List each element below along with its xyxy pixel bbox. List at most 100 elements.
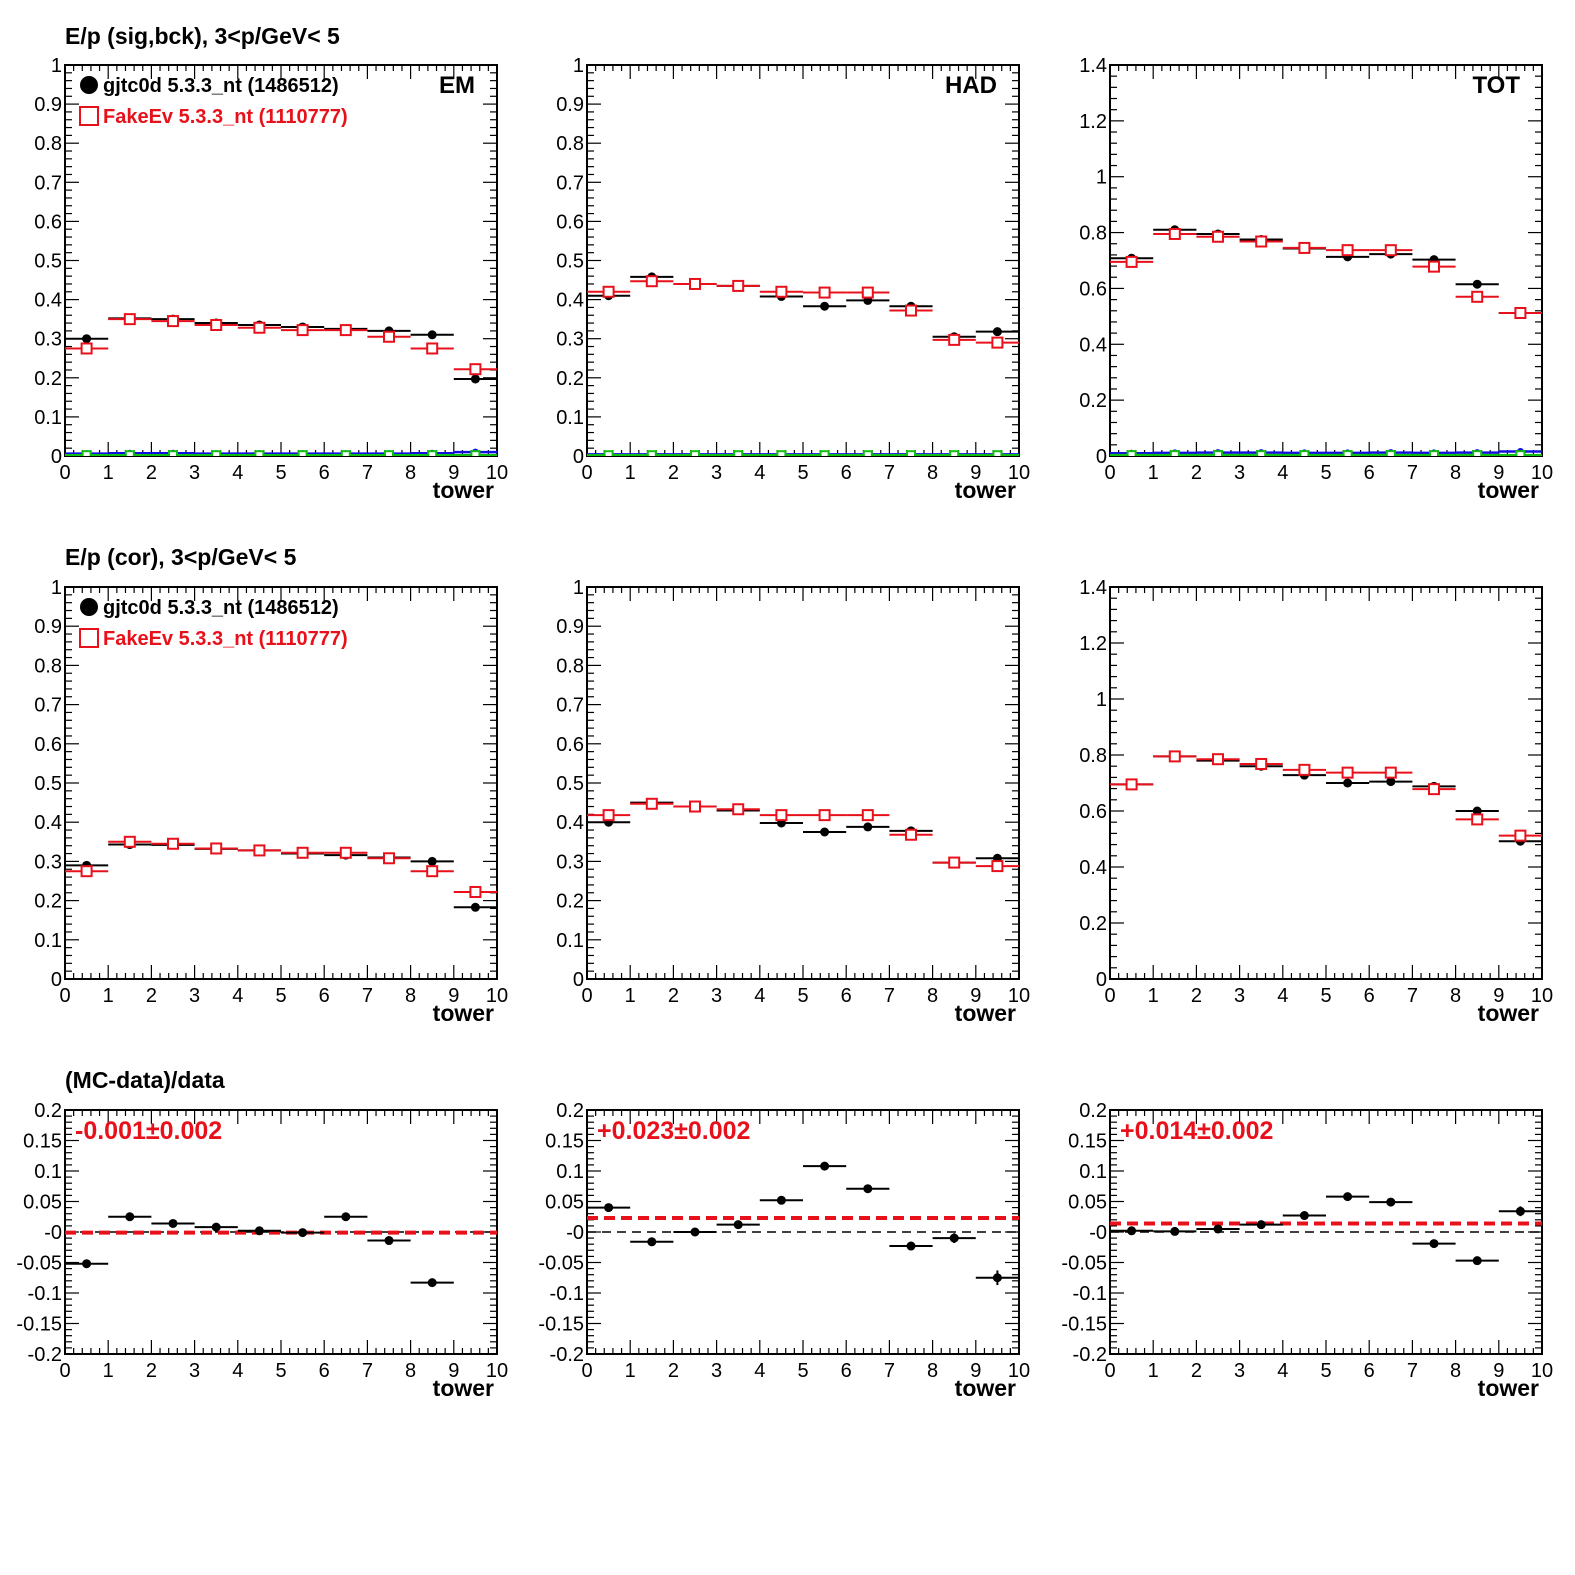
x-tick-label: 5	[1320, 985, 1331, 1007]
plot-area	[65, 835, 497, 912]
series-mc	[65, 835, 497, 898]
y-tick-label: 0.15	[545, 1131, 584, 1153]
data-point	[470, 902, 480, 912]
y-tick-label: 0.4	[34, 290, 62, 312]
x-tick-label: 2	[146, 462, 157, 484]
x-axis-title: tower	[1478, 477, 1539, 503]
y-tick-label: 0.4	[556, 812, 584, 834]
y-tick-label: 0.05	[1068, 1192, 1107, 1214]
x-tick-label: 6	[1364, 985, 1375, 1007]
y-tick-label: -0.15	[16, 1314, 62, 1336]
x-tick-label: 2	[1191, 985, 1202, 1007]
y-tick-label: 0.8	[34, 133, 62, 155]
y-tick-label: 0.3	[556, 329, 584, 351]
aux-point	[906, 450, 916, 456]
mc-point	[426, 865, 439, 878]
y-tick-label: 0.2	[556, 891, 584, 913]
x-tick-label: 10	[1531, 985, 1553, 1007]
x-axis-title: tower	[955, 1000, 1016, 1026]
data-point	[1213, 1224, 1223, 1234]
x-tick-label: 2	[146, 985, 157, 1007]
aux-point	[1429, 450, 1439, 456]
x-tick-label: 5	[1320, 1360, 1331, 1382]
x-tick-label: 1	[625, 985, 636, 1007]
data-point	[1472, 806, 1482, 816]
y-tick-label: 0.6	[34, 734, 62, 756]
x-tick-label: 3	[1234, 985, 1245, 1007]
data-point	[647, 1237, 657, 1247]
series-mc	[65, 313, 497, 376]
x-tick-label: 4	[1277, 985, 1288, 1007]
y-tick-label: 0.2	[1079, 1100, 1107, 1122]
panel-label: HAD	[945, 72, 997, 99]
y-tick-label: -0.05	[16, 1253, 62, 1275]
data-point	[427, 856, 437, 866]
x-tick-label: 6	[1364, 1360, 1375, 1382]
panel-label: TOT	[1472, 72, 1520, 99]
data-point	[254, 1226, 264, 1236]
x-tick-label: 0	[59, 462, 70, 484]
data-point	[776, 1195, 786, 1205]
data-point	[733, 1220, 743, 1230]
data-point	[820, 1161, 830, 1171]
mc-point	[602, 285, 615, 298]
mc-point	[602, 809, 615, 822]
plot-area	[1110, 225, 1542, 456]
mc-point	[905, 304, 917, 317]
data-point	[1386, 777, 1396, 787]
y-tick-label: 0.5	[556, 251, 584, 273]
y-tick-label: 0.6	[34, 211, 62, 233]
mc-point	[296, 324, 309, 337]
series-green	[587, 450, 1019, 456]
y-tick-label: 0.2	[1079, 390, 1107, 412]
x-tick-label: 6	[841, 1360, 852, 1382]
y-tick-label: 0.3	[34, 329, 62, 351]
mc-point	[775, 285, 788, 298]
y-tick-label: 1.2	[1079, 111, 1107, 133]
x-tick-label: 9	[970, 462, 981, 484]
data-point	[1127, 1226, 1137, 1236]
x-tick-label: 8	[1450, 462, 1461, 484]
data-point	[384, 1236, 394, 1246]
x-tick-label: 4	[754, 462, 765, 484]
mc-point	[339, 324, 352, 337]
x-tick-label: 8	[927, 1360, 938, 1382]
mc-point	[1212, 753, 1224, 766]
x-tick-label: 1	[103, 462, 114, 484]
mc-point	[991, 336, 1004, 349]
x-tick-label: 8	[405, 462, 416, 484]
y-tick-label: 0.15	[1068, 1131, 1107, 1153]
series-green	[1110, 450, 1542, 456]
x-axis-title: tower	[433, 477, 494, 503]
y-tick-label: -0	[44, 1222, 62, 1244]
x-tick-label: 6	[1364, 462, 1375, 484]
data-point	[863, 822, 873, 832]
mc-point	[469, 363, 482, 376]
data-point	[1515, 1206, 1525, 1216]
y-tick-label: 1	[1096, 689, 1107, 711]
x-axis-title: tower	[1478, 1375, 1539, 1401]
plot-area	[587, 797, 1019, 873]
aux-point	[384, 450, 394, 456]
y-tick-label: 0.6	[556, 211, 584, 233]
mc-point	[1212, 230, 1224, 243]
x-tick-label: 10	[486, 985, 508, 1007]
x-tick-label: 5	[797, 462, 808, 484]
y-tick-label: 0	[51, 446, 62, 468]
mc-point	[1255, 757, 1268, 770]
mc-point	[1341, 244, 1354, 257]
row-title-ratio: (MC-data)/data	[65, 1067, 225, 1093]
mc-point	[167, 315, 179, 328]
series-data	[1110, 1192, 1542, 1266]
y-tick-label: 0.2	[34, 1100, 62, 1122]
x-tick-label: 3	[1234, 462, 1245, 484]
mc-point	[1341, 766, 1354, 779]
x-tick-label: 5	[275, 985, 286, 1007]
y-tick-label: -0.1	[28, 1283, 62, 1305]
y-tick-label: 0.4	[556, 290, 584, 312]
x-axis-title: tower	[955, 477, 1016, 503]
aux-point	[690, 450, 700, 456]
x-tick-label: 4	[1277, 1360, 1288, 1382]
